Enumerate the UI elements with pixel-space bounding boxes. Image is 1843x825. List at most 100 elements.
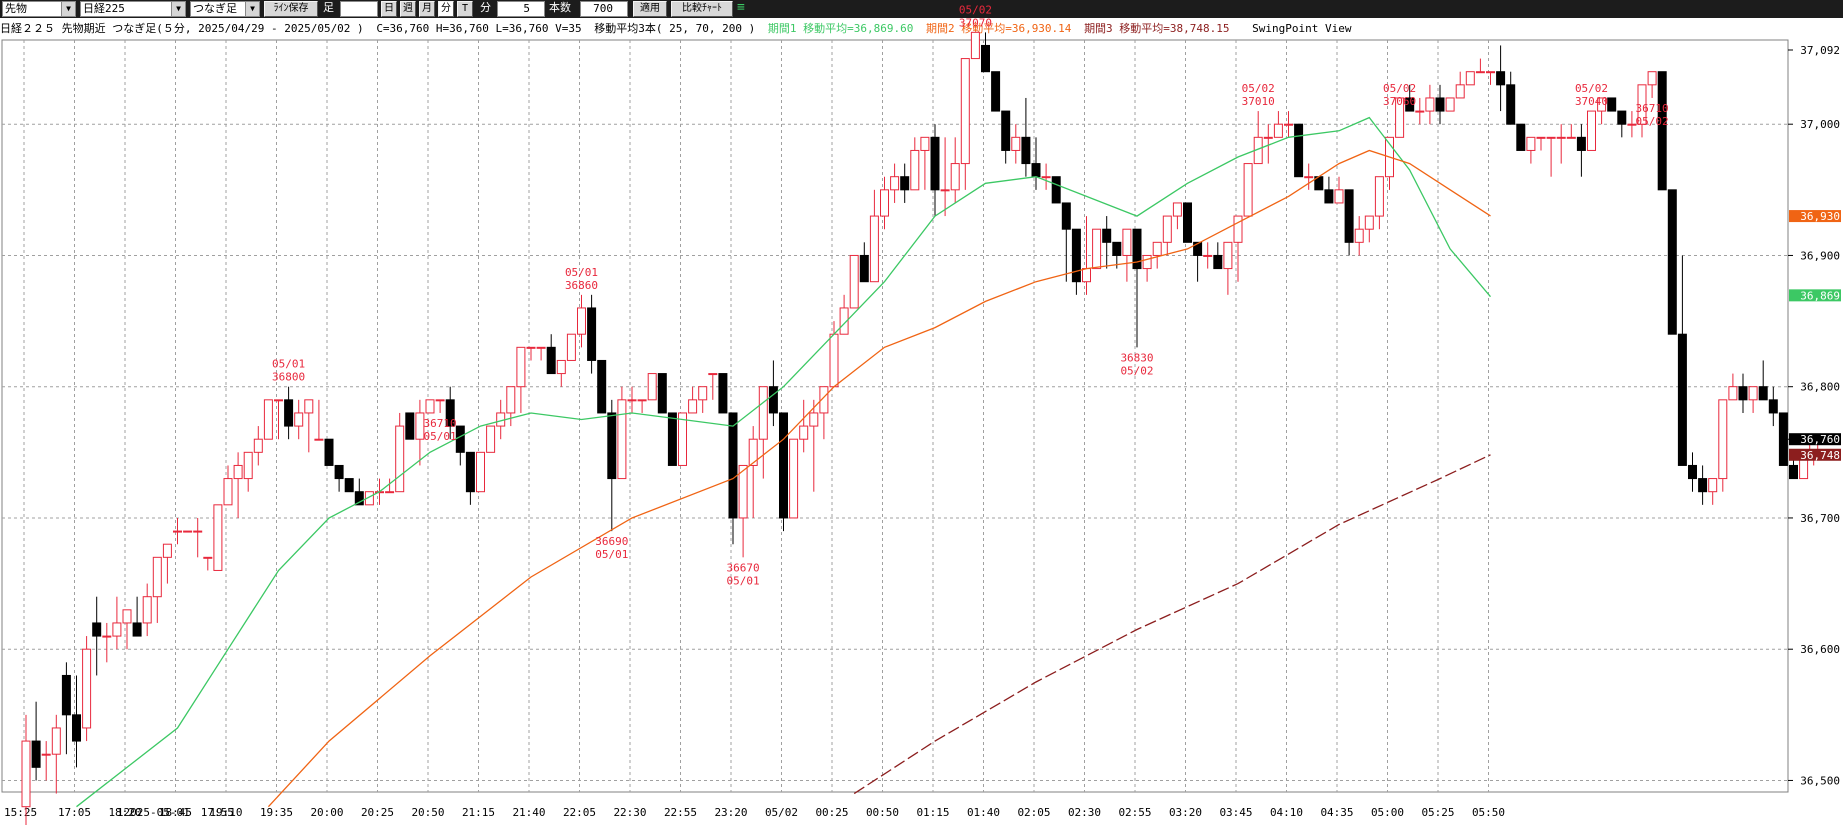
candle [233, 452, 243, 518]
candle-body [41, 753, 51, 756]
candle [1395, 97, 1405, 138]
candle [1223, 241, 1233, 295]
candle [193, 517, 203, 558]
y-tick-label: 36,900 [1800, 249, 1840, 262]
candle [1647, 71, 1657, 98]
market-value: 先物 [5, 2, 27, 15]
count-input[interactable]: 700 [580, 1, 628, 17]
candle-body [82, 648, 92, 729]
candle-body [516, 346, 526, 388]
candle-body [1374, 176, 1384, 217]
candle-body [314, 438, 324, 441]
swing-high-date: 05/01 [272, 358, 305, 371]
line-save-button[interactable]: ﾗｲﾝ保存 [264, 1, 318, 17]
candle [304, 399, 314, 453]
candle-body [1445, 97, 1455, 112]
candle [435, 399, 445, 413]
period-tick-button[interactable]: T [457, 1, 473, 17]
candle-body [223, 478, 233, 506]
candle [1051, 176, 1061, 204]
candle-body [294, 412, 304, 427]
candle [405, 412, 415, 440]
candle-body [1718, 399, 1728, 480]
candle [688, 386, 698, 414]
candle-body [577, 307, 586, 335]
candle-body [698, 386, 708, 401]
candle-body [799, 425, 809, 440]
candle [698, 386, 708, 413]
candle [1021, 97, 1031, 177]
candle [910, 137, 920, 191]
period-minute-button[interactable]: 分 [438, 1, 454, 17]
x-tick-label: 19:35 [260, 806, 293, 819]
candle-body [1486, 71, 1495, 74]
candle [566, 333, 576, 361]
symbol-select[interactable]: 日経225 ▼ [80, 1, 186, 17]
y-tick-label: 36,800 [1800, 381, 1840, 394]
candle [1374, 176, 1384, 230]
candle-body [869, 215, 879, 283]
minute-input[interactable]: 5 [497, 1, 545, 17]
chart-kind-value: つなぎ足 [193, 2, 237, 15]
x-tick-label: 02:55 [1118, 806, 1151, 819]
ma-line-2 [267, 149, 1491, 808]
candle-body [1657, 71, 1667, 191]
x-tick-label: 01:40 [967, 806, 1000, 819]
candle-body [849, 254, 859, 309]
candle [678, 412, 687, 466]
chart-lines-icon[interactable]: ≡ [737, 1, 745, 15]
candle-body [1607, 97, 1617, 112]
candle [970, 31, 980, 60]
x-tick-label: 03:20 [1169, 806, 1202, 819]
price-tag-bg [1789, 289, 1841, 302]
candle [1132, 228, 1142, 348]
candle-body [1183, 202, 1192, 243]
x-tick-label: 00:25 [815, 806, 848, 819]
candle [1465, 71, 1475, 86]
candle-body [1425, 97, 1435, 112]
candle [1698, 465, 1708, 505]
candle [1041, 163, 1051, 190]
candle [213, 504, 223, 571]
apply-button[interactable]: 適用 [633, 1, 667, 17]
candle [294, 399, 304, 440]
candle-body [859, 254, 869, 283]
x-tick-label: 21:15 [462, 806, 495, 819]
chart-kind-select[interactable]: つなぎ足 ▼ [190, 1, 260, 17]
candle-body [102, 635, 112, 638]
x-tick-label: 18:45 [159, 806, 192, 819]
bar-input[interactable] [340, 1, 378, 17]
candle-body [364, 491, 374, 506]
candle-body [1637, 84, 1647, 125]
price-tag-label: 36,869 [1800, 289, 1840, 302]
candle [112, 596, 122, 650]
candle [1415, 97, 1425, 125]
candle-body [1587, 110, 1596, 151]
candle-body [1203, 254, 1213, 257]
period-week-button[interactable]: 週 [400, 1, 416, 17]
candle [395, 412, 405, 493]
candle-body [72, 714, 81, 742]
candle-body [1132, 228, 1142, 270]
market-select[interactable]: 先物 ▼ [2, 1, 76, 17]
price-tag-bg [1789, 210, 1841, 223]
candle [516, 346, 526, 413]
x-tick-label: 17:05 [58, 806, 91, 819]
candles [21, 31, 1819, 825]
candle-body [1172, 202, 1182, 217]
period-month-button[interactable]: 月 [419, 1, 435, 17]
candle [1183, 202, 1192, 243]
candle [1738, 373, 1748, 413]
candle-body [678, 412, 687, 466]
candle [1718, 399, 1728, 492]
swing-low-date: 05/02 [1120, 364, 1153, 377]
candle [1354, 216, 1364, 256]
candle [173, 517, 182, 545]
period-day-button[interactable]: 日 [381, 1, 397, 17]
y-tick-label: 36,500 [1800, 774, 1840, 787]
candle-body [1789, 464, 1798, 480]
x-tick-label: 05:25 [1421, 806, 1454, 819]
candle-body [1758, 386, 1768, 401]
compare-chart-button[interactable]: 比較ﾁｬｰﾄ [671, 1, 733, 17]
